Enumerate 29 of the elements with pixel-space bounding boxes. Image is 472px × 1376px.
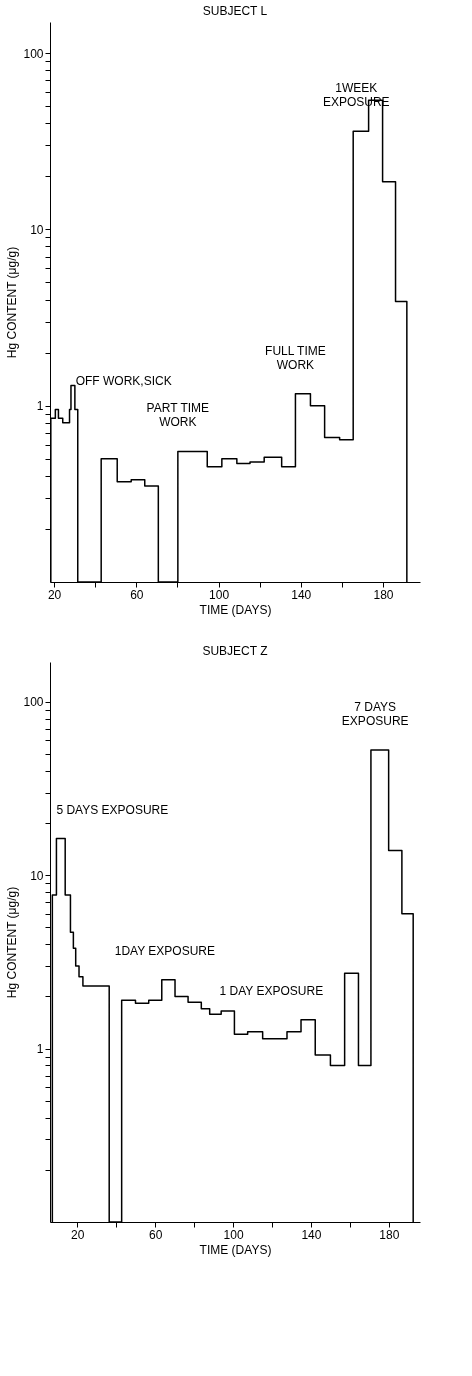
x-tick-label: 20 <box>47 587 62 602</box>
y-tick-label: 10 <box>30 222 44 237</box>
x-tick-label: 20 <box>71 1227 85 1242</box>
x-axis-title: TIME (DAYS) <box>199 1242 272 1257</box>
y-tick-label: 10 <box>30 868 44 883</box>
x-tick-label: 100 <box>209 587 230 602</box>
annotation: 5 DAYS EXPOSURE <box>56 802 169 817</box>
annotation: 7 DAYS EXPOSURE <box>341 699 409 728</box>
y-axis-title: Hg CONTENT (μg/g) <box>5 886 20 999</box>
annotation: 1DAY EXPOSURE <box>114 943 216 958</box>
y-tick-label: 1 <box>36 1042 44 1057</box>
y-axis-title: Hg CONTENT (μg/g) <box>5 246 20 359</box>
annotation: OFF WORK,SICK <box>75 373 172 388</box>
y-tick-label: 100 <box>23 46 44 61</box>
y-tick-label: 1 <box>36 399 44 414</box>
x-axis-title: TIME (DAYS) <box>199 602 272 617</box>
annotation: 1 DAY EXPOSURE <box>219 983 324 998</box>
x-tick-label: 60 <box>130 587 144 602</box>
chart-title: SUBJECT Z <box>202 644 268 658</box>
x-tick-label: 140 <box>291 587 312 602</box>
y-tick-label: 100 <box>23 695 44 710</box>
annotation: FULL TIME WORK <box>265 343 326 372</box>
x-tick-label: 180 <box>379 1227 400 1242</box>
chart-title: SUBJECT L <box>202 4 268 18</box>
x-tick-label: 180 <box>373 587 394 602</box>
x-tick-label: 140 <box>301 1227 322 1242</box>
annotation: PART TIME WORK <box>146 401 210 430</box>
x-tick-label: 60 <box>148 1227 163 1242</box>
x-tick-label: 100 <box>223 1227 244 1242</box>
